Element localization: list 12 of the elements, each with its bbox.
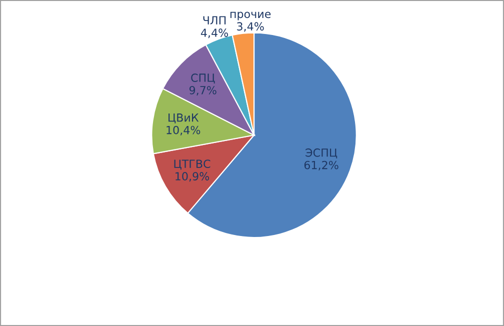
data-label: 3,4% bbox=[237, 22, 264, 32]
data-label: 4,4% bbox=[200, 28, 228, 38]
slice-label: ЦТГВС bbox=[174, 160, 210, 170]
slice-label: ЧЛП bbox=[203, 16, 226, 24]
data-label: 9,7% bbox=[189, 86, 216, 96]
data-label: 61,2% bbox=[304, 160, 338, 170]
slice-label: прочие bbox=[230, 12, 271, 20]
slice-label: СПЦ bbox=[191, 74, 215, 84]
slice-label: ЦВиК bbox=[168, 114, 199, 124]
data-label: 10,4% bbox=[166, 126, 200, 136]
slice-label: ЭСПЦ bbox=[306, 148, 338, 158]
data-label: 10,9% bbox=[176, 172, 210, 182]
